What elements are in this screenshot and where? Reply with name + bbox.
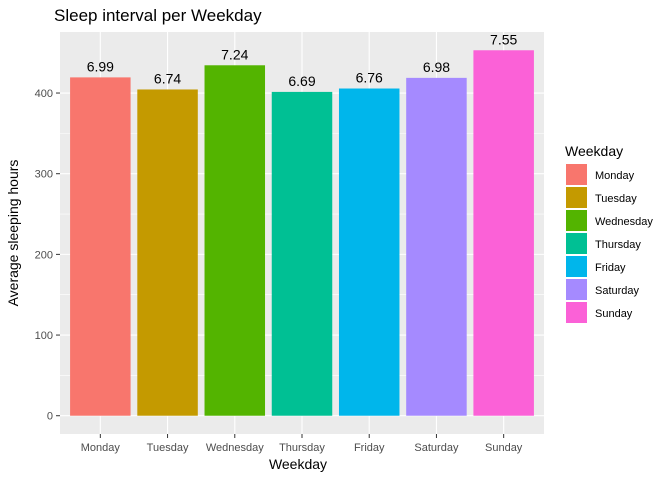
legend-label: Monday <box>595 170 635 182</box>
legend-swatch <box>566 256 587 277</box>
legend-label: Friday <box>595 262 626 274</box>
data-label: 7.55 <box>490 31 517 47</box>
y-tick-label: 300 <box>35 169 53 181</box>
legend: Weekday Monday Tuesday Wednesday Thursday Fr… <box>565 143 653 323</box>
bar-saturday <box>406 77 467 416</box>
bars <box>70 50 534 416</box>
x-tick-label: Wednesday <box>206 442 264 454</box>
x-axis-title: Weekday <box>269 456 327 472</box>
data-label: 7.24 <box>221 46 248 62</box>
x-tick-label: Monday <box>81 442 121 454</box>
legend-label: Saturday <box>595 285 640 297</box>
legend-label: Wednesday <box>595 216 653 228</box>
y-tick-label: 400 <box>35 88 53 100</box>
data-label: 6.69 <box>288 73 315 89</box>
legend-label: Tuesday <box>595 193 637 205</box>
legend-swatch <box>566 210 587 231</box>
data-label: 6.98 <box>423 59 450 75</box>
legend-swatch <box>566 279 587 300</box>
legend-label: Thursday <box>595 239 641 251</box>
bar-tuesday <box>137 89 198 416</box>
bar-thursday <box>271 91 333 416</box>
legend-swatch <box>566 164 587 185</box>
legend-title: Weekday <box>565 143 623 159</box>
bar-friday <box>338 88 400 416</box>
x-axis: Monday Tuesday Wednesday Thursday Friday Satu… <box>81 434 523 454</box>
legend-swatch <box>566 302 587 323</box>
legend-swatch <box>566 233 587 254</box>
y-axis: 0 100 200 300 400 <box>35 88 60 423</box>
data-label: 6.76 <box>356 70 383 86</box>
x-tick-label: Sunday <box>485 442 523 454</box>
legend-swatch <box>566 187 587 208</box>
bar-wednesday <box>204 65 266 416</box>
bar-monday <box>70 77 131 416</box>
y-axis-title: Average sleeping hours <box>5 160 21 307</box>
x-tick-label: Friday <box>354 442 385 454</box>
data-labels: 6.99 6.74 7.24 6.69 6.76 6.98 7.55 <box>87 31 518 89</box>
chart-title: Sleep interval per Weekday <box>54 6 262 25</box>
x-tick-label: Thursday <box>279 442 325 454</box>
y-tick-label: 100 <box>35 330 53 342</box>
y-tick-label: 200 <box>35 249 53 261</box>
data-label: 6.99 <box>87 58 114 74</box>
data-label: 6.74 <box>154 70 181 86</box>
bar-sunday <box>473 50 534 416</box>
x-tick-label: Tuesday <box>147 442 189 454</box>
legend-label: Sunday <box>595 308 633 320</box>
y-tick-label: 0 <box>47 411 53 423</box>
x-tick-label: Saturday <box>414 442 459 454</box>
